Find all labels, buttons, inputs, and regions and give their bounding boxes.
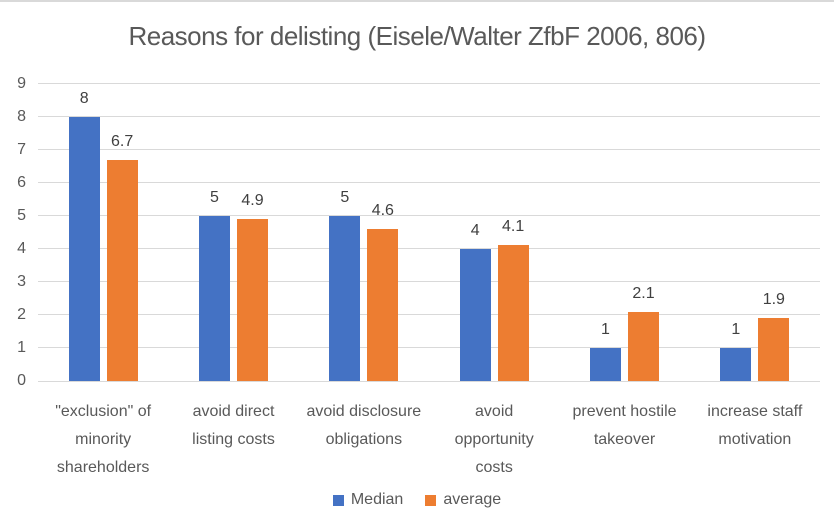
data-label-average-5: 1.9	[762, 291, 785, 309]
data-label-average-3: 4.1	[502, 218, 525, 236]
x-category-label-1: avoid direct listing costs	[192, 403, 275, 448]
legend-label-median: Median	[350, 491, 404, 508]
legend-item-median: Median	[332, 491, 404, 509]
bar-average-1	[237, 219, 268, 381]
gridline-0	[38, 380, 820, 382]
gridline-1	[38, 347, 820, 349]
data-label-median-1: 5	[210, 188, 219, 206]
gridline-5	[38, 215, 820, 217]
gridline-7	[38, 149, 820, 151]
data-label-average-4: 2.1	[632, 284, 655, 302]
bar-average-0	[106, 159, 138, 381]
bar-median-1	[199, 215, 230, 381]
bar-median-5	[720, 347, 752, 381]
bar-median-4	[590, 347, 621, 381]
data-label-average-1: 4.9	[241, 192, 264, 210]
y-axis-tick-6: 6	[17, 173, 26, 191]
x-category-label-0: "exclusion" of minority shareholders	[55, 403, 152, 476]
y-axis-tick-9: 9	[17, 74, 26, 92]
data-label-average-0: 6.7	[111, 132, 134, 150]
y-axis-tick-1: 1	[17, 338, 26, 356]
gridline-9	[38, 83, 820, 84]
x-category-label-4: prevent hostile takeover	[572, 403, 677, 448]
x-category-label-5: increase staff motivation	[707, 403, 803, 448]
data-label-median-0: 8	[79, 89, 89, 107]
data-label-median-3: 4	[470, 221, 480, 239]
legend: Median average	[0, 491, 834, 509]
legend-swatch-median-icon	[332, 494, 344, 506]
gridline-8	[38, 116, 820, 118]
y-axis-tick-5: 5	[17, 206, 26, 224]
bar-average-3	[497, 245, 529, 381]
chart-title: Reasons for delisting (Eisele/Walter Zfb…	[128, 21, 706, 51]
x-category-label-2: avoid disclosure obligations	[306, 403, 422, 448]
bar-average-2	[367, 228, 399, 381]
y-axis-tick-2: 2	[17, 305, 26, 323]
y-axis-tick-4: 4	[17, 239, 26, 257]
y-axis-tick-0: 0	[17, 372, 26, 389]
gridline-2	[38, 314, 820, 316]
bar-average-4	[628, 311, 659, 381]
y-axis-tick-8: 8	[17, 107, 26, 125]
y-axis-tick-7: 7	[17, 140, 26, 158]
bar-median-2	[329, 215, 361, 381]
data-label-median-4: 1	[601, 320, 610, 338]
gridline-3	[38, 281, 820, 283]
x-category-label-3: avoid opportunity costs	[454, 403, 534, 476]
data-label-median-2: 5	[340, 188, 350, 206]
legend-swatch-average-icon	[425, 494, 437, 506]
y-axis-tick-3: 3	[17, 272, 26, 290]
data-label-median-5: 1	[731, 320, 741, 338]
data-label-average-2: 4.6	[371, 201, 394, 219]
bar-average-5	[758, 318, 790, 381]
gridline-6	[38, 182, 820, 184]
legend-label-average: average	[443, 491, 502, 508]
legend-item-average: average	[425, 491, 501, 509]
gridline-4	[38, 248, 820, 250]
bar-median-3	[459, 248, 491, 381]
bar-median-0	[68, 116, 100, 381]
